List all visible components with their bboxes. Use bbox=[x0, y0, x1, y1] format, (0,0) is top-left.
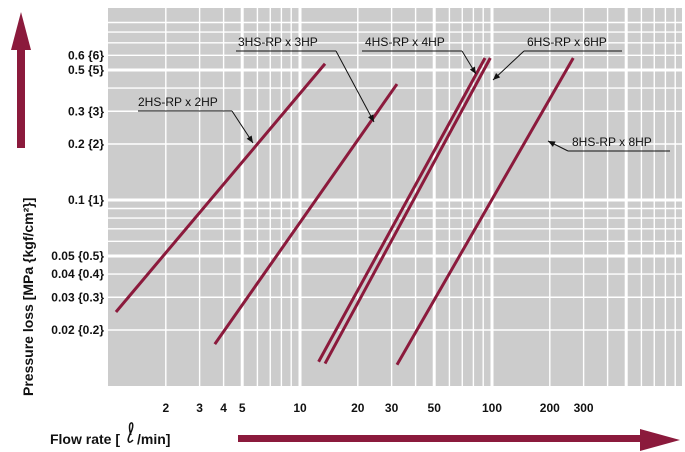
series-lines bbox=[114, 57, 575, 366]
callout-arrowhead bbox=[469, 66, 476, 74]
x-axis-title-prefix: Flow rate [ bbox=[50, 431, 120, 447]
series-line-1 bbox=[114, 62, 327, 313]
x-tick-label: 30 bbox=[385, 401, 399, 415]
x-axis-arrow-head bbox=[640, 429, 680, 451]
x-tick-labels: 2 3 4 5 10 20 30 50 100 200 300 bbox=[162, 401, 593, 415]
callout-arrowhead bbox=[368, 114, 374, 122]
series-label-4: 6HS-RP x 6HP bbox=[527, 35, 607, 49]
x-axis-title: Flow rate [ /min] bbox=[50, 422, 170, 447]
x-tick-label: 300 bbox=[574, 401, 594, 415]
x-tick-label: 100 bbox=[482, 401, 502, 415]
x-tick-label: 3 bbox=[196, 401, 203, 415]
series-label-2: 3HS-RP x 3HP bbox=[238, 35, 318, 49]
y-tick-label: 0.03 {0.3} bbox=[51, 290, 104, 304]
callout-arrowhead bbox=[246, 135, 253, 143]
y-tick-label: 0.6 {6} bbox=[68, 48, 104, 62]
x-tick-label: 50 bbox=[428, 401, 442, 415]
callout-leader bbox=[335, 50, 375, 123]
series-line-4 bbox=[323, 57, 492, 365]
x-tick-label: 2 bbox=[162, 401, 169, 415]
y-tick-label: 0.2 {2} bbox=[68, 137, 104, 151]
x-tick-label: 4 bbox=[220, 401, 227, 415]
y-axis-title: Pressure loss [MPa {kgf/cm²}] bbox=[20, 198, 36, 396]
series-label-5: 8HS-RP x 8HP bbox=[572, 135, 652, 149]
x-tick-label: 20 bbox=[351, 401, 365, 415]
y-axis-arrow-shaft bbox=[17, 48, 25, 148]
liter-symbol-icon bbox=[127, 422, 134, 443]
callout-arrowhead bbox=[493, 73, 501, 80]
x-axis-title-unit: /min] bbox=[137, 431, 170, 447]
y-tick-label: 0.05 {0.5} bbox=[51, 249, 104, 263]
y-axis-arrow-head bbox=[11, 12, 31, 50]
series-line-3 bbox=[317, 57, 487, 363]
y-tick-label: 0.02 {0.2} bbox=[51, 323, 104, 337]
series-line-5 bbox=[395, 57, 575, 366]
series-callouts: 2HS-RP x 2HP 3HS-RP x 3HP 4HS-RP x 4HP 6HS-… bbox=[138, 35, 670, 152]
plot-background bbox=[108, 8, 682, 386]
y-tick-labels: 0.6 {6}0.5 {5} 0.3 {3} 0.2 {2} 0.1 {1} 0.05 … bbox=[51, 48, 104, 337]
y-tick-label: 0.1 {1} bbox=[68, 193, 104, 207]
series-label-3: 4HS-RP x 4HP bbox=[365, 35, 445, 49]
series-line-2 bbox=[213, 83, 399, 345]
x-tick-label: 200 bbox=[540, 401, 560, 415]
y-tick-label: 0.3 {3} bbox=[68, 104, 104, 118]
x-axis-arrow-shaft bbox=[238, 435, 646, 442]
y-tick-label: 0.5 {5} bbox=[68, 63, 104, 77]
x-tick-label: 5 bbox=[239, 401, 246, 415]
series-label-1: 2HS-RP x 2HP bbox=[138, 95, 218, 109]
x-tick-label: 10 bbox=[293, 401, 307, 415]
y-tick-label: 0.04 {0.4} bbox=[51, 267, 104, 281]
callout-arrowhead bbox=[548, 141, 556, 147]
callout-leader bbox=[492, 50, 525, 81]
